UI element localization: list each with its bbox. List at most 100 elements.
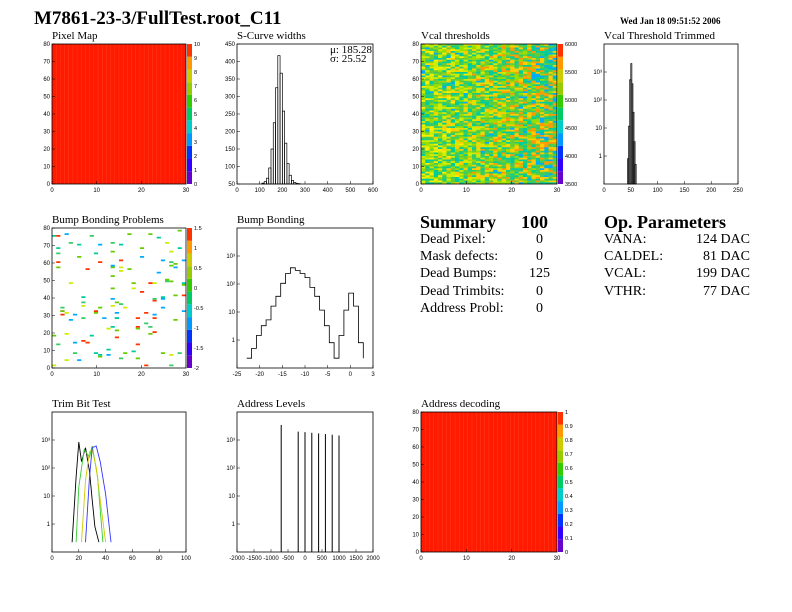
pixel_map-xtick-label: 0: [50, 188, 54, 194]
vcal_thr-cell: [472, 171, 477, 174]
vcal_thr-cell: [476, 175, 481, 178]
vcal_thr-cell: [446, 52, 451, 55]
vcal_thr-cell: [433, 58, 439, 60]
vcal_thr-cell: [442, 86, 447, 88]
vcal_thr-cell: [442, 100, 447, 102]
vcal_thr-cell: [472, 79, 477, 81]
vcal_thr-cell: [484, 98, 490, 101]
vcal_thr-cell: [527, 51, 532, 53]
vcal_thr-cell: [463, 75, 468, 78]
vcal_thr-cell: [429, 168, 434, 171]
vcal_thr-cell: [489, 44, 494, 46]
vcal_thr-cell: [523, 164, 528, 167]
vcal_thr-cell: [518, 112, 524, 115]
vcal_thr-cell: [523, 122, 528, 125]
op-label-vana: VANA:: [604, 232, 647, 247]
vcal_thr-cell: [433, 161, 439, 164]
vcal_thr-cell: [497, 51, 502, 53]
vcal_thr-cell: [455, 180, 460, 183]
vcal_thr-cell: [501, 122, 507, 125]
summary-label-dead-bumps: Dead Bumps:: [420, 266, 497, 281]
vcal_thr-cell: [438, 89, 443, 92]
vcal_thr-cell: [506, 142, 511, 144]
vcal_thr-cell: [535, 170, 541, 172]
vcal_thr-cell: [463, 79, 468, 81]
vcal_thr-cell: [442, 133, 447, 136]
vcal_thr-cell: [433, 49, 439, 52]
vcal_thr-cell: [421, 173, 426, 176]
vcal_thr-cell: [472, 126, 477, 129]
vcal_thr-cell: [421, 91, 426, 94]
vcal_thr-cell: [425, 89, 430, 92]
vcal_thr-cell: [476, 114, 481, 116]
vcal_thr-cell: [510, 121, 515, 123]
vcal_thr-cell: [484, 101, 490, 104]
vcal_thr-cell: [535, 126, 541, 129]
vcal_thr-cell: [425, 115, 430, 118]
vcal_thr-cell: [523, 124, 528, 127]
vcal_thr-cell: [489, 115, 494, 118]
vcal_thr-cell: [442, 103, 447, 106]
vcal_thr-cell: [489, 145, 494, 148]
vcal_thr-cell: [518, 110, 524, 113]
vcal_thr-cell: [442, 163, 447, 165]
vcal_thr-cell: [429, 87, 434, 90]
vcal_thr-cell: [527, 91, 532, 94]
vcal_thr-cell: [429, 72, 434, 74]
vcal_thr-cell: [544, 173, 549, 176]
vcal_thr-cell: [531, 47, 536, 50]
vcal_thr-colorbar-segment: [558, 145, 563, 159]
vcal_thr-cell: [535, 142, 541, 144]
scurve-xtick-label: 600: [368, 188, 379, 194]
vcal_thr-cell: [544, 93, 549, 95]
vcal_thr-cell: [501, 154, 507, 157]
vcal_thr-cell: [548, 77, 553, 80]
vcal_thr-cell: [540, 94, 545, 97]
vcal_thr-cell: [501, 128, 507, 130]
vcal_thr-cell: [548, 86, 553, 88]
vcal_thr-cell: [518, 103, 524, 106]
vcal_thr-cell: [442, 47, 447, 50]
vcal_thr-cell: [540, 166, 545, 169]
vcal_thr-cell: [548, 119, 553, 122]
vcal_thr-cell: [540, 114, 545, 116]
summary-label-address: Address Probl:: [420, 301, 504, 316]
addr_decoding-xtick-label: 20: [508, 556, 515, 562]
vcal_thr-cell: [552, 103, 558, 106]
vcal_thr-cell: [484, 128, 490, 130]
vcal_thr-cell: [459, 182, 464, 185]
vcal_thr-cell: [510, 119, 515, 122]
vcal_thr-cell: [497, 154, 502, 157]
vcal_thr-cell: [433, 171, 439, 174]
vcal_thr-cell: [442, 171, 447, 174]
vcal_thr-cell: [523, 98, 528, 101]
vcal_thr-cell: [501, 45, 507, 48]
addr_levels-xtick-label: -2000: [229, 556, 245, 562]
vcal_thr-cell: [510, 178, 515, 181]
vcal_thr-cell: [455, 126, 460, 129]
vcal_thr-cell: [518, 135, 524, 137]
vcal_thr-cell: [510, 128, 515, 130]
vcal_thr-cell: [514, 80, 519, 83]
vcal_thr-cell: [523, 93, 528, 95]
vcal_thr-cell: [484, 59, 490, 62]
vcal_thr-cell: [548, 164, 553, 167]
vcal_thr-cell: [493, 54, 498, 57]
vcal_thr-cell: [493, 93, 498, 95]
vcal_thr-cell: [540, 73, 545, 76]
vcal_thr-cell: [497, 91, 502, 94]
vcal_thr-cell: [438, 44, 443, 46]
vcal_thr-cell: [510, 52, 515, 55]
vcal_thr-cell: [442, 105, 447, 108]
vcal_thr-cell: [497, 94, 502, 97]
bump_problems-dead-bump: [72, 313, 78, 316]
vcal_thr-cell: [506, 66, 511, 69]
vcal_thr-cell: [518, 47, 524, 50]
vcal_thr-cell: [523, 86, 528, 88]
summary-value-trimbits: 0: [536, 284, 543, 299]
vcal_thr-cell: [544, 145, 549, 148]
vcal_thr-cell: [523, 96, 528, 99]
vcal_thr-colorbar-segment: [558, 82, 563, 95]
vcal_thr-cell: [455, 98, 460, 101]
vcal_thr-cell: [548, 79, 553, 81]
